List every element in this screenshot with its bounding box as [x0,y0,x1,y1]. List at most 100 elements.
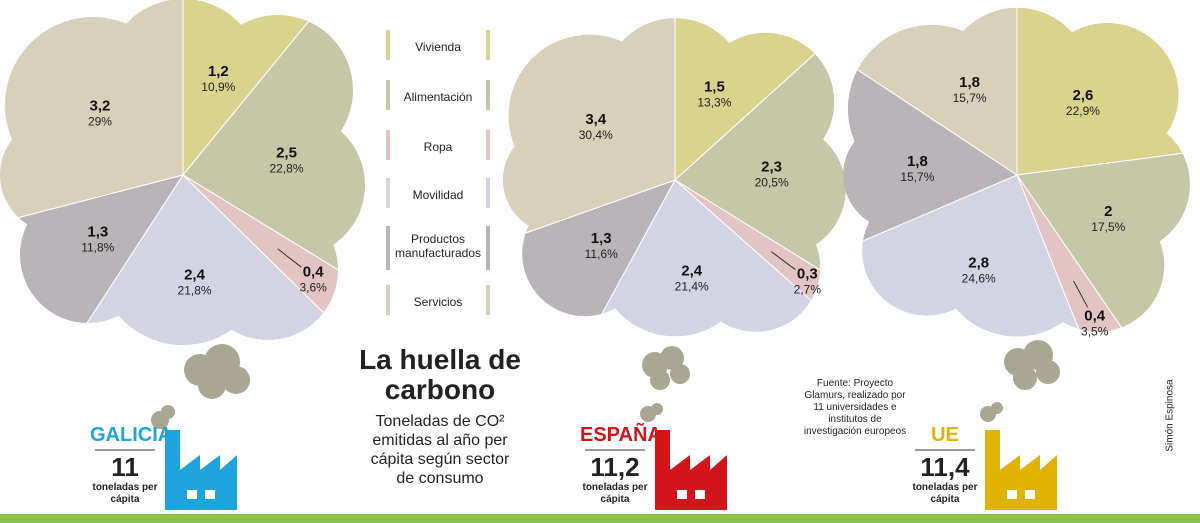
factory-window [1025,490,1035,499]
value-label: 3,2 [90,98,111,115]
factory-window [695,490,705,499]
factory [655,430,727,510]
legend-label: Alimentación [403,90,473,104]
pie [0,0,365,345]
wedge [40,174,365,345]
value-label: 1,3 [87,223,108,240]
share-label: 11,8% [81,240,114,254]
factory-window [1007,490,1017,499]
leader-line [277,248,302,268]
factory-window [187,490,197,499]
legend-swatch [386,130,390,160]
wedge [1016,140,1190,337]
region-name: GALICIA [90,424,173,446]
wedge [843,31,1019,278]
share-label: 13,3% [697,95,731,109]
value-label: 1,8 [959,74,980,91]
value-label: 1,5 [704,78,725,95]
wedge [502,18,676,268]
factory [985,430,1057,510]
legend-swatch [486,226,490,270]
wedge [674,18,846,318]
value-label: 3,4 [585,111,607,128]
total: 11,2 [590,452,640,482]
total: 11,4 [920,452,970,482]
value-label: 2,4 [184,266,206,283]
legend-label: Servicios [413,295,463,309]
share-label: 21,4% [675,280,709,294]
legend-label: Vivienda [415,40,461,54]
wedge [549,179,846,337]
legend-swatch [486,178,490,208]
share-label: 29% [88,115,112,129]
value-label: 2,5 [276,144,297,161]
source: Fuente: Proyecto Glamurs, realizado por … [803,378,907,437]
wedge [182,0,365,312]
legend-swatch [486,30,490,60]
value-label: 0,4 [303,263,325,280]
unit: toneladas per cápita [92,482,158,505]
factory-window [205,490,215,499]
credit: Simón Espinosa [1164,379,1176,452]
legend-swatch [386,80,390,110]
value-label: 2,4 [681,263,703,280]
smoke [151,340,1060,429]
share-label: 21,8% [178,283,212,297]
leader-line [1073,280,1089,308]
legend-label: Movilidad [412,188,464,202]
wedge [502,179,677,337]
title: La huella de carbono [359,344,521,405]
wedge [0,174,185,345]
share-label: 17,5% [1091,220,1125,234]
share-label: 15,7% [953,91,987,105]
wedge [1016,174,1165,337]
legend-swatch [386,178,390,208]
value-label: 2 [1104,203,1112,220]
value-label: 1,3 [591,230,612,247]
legend-label: Ropa [423,140,453,154]
share-label: 11,6% [585,247,618,261]
wedge [674,18,846,182]
share-label: 10,9% [201,80,235,94]
share-label: 20,5% [755,175,789,189]
share-label: 2,7% [794,283,822,297]
share-label: 3,6% [299,280,327,294]
value-label: 2,3 [761,158,782,175]
legend-swatch [386,226,390,270]
value-label: 0,4 [1084,308,1106,325]
share-label: 22,9% [1066,104,1100,118]
wedge [1016,7,1190,176]
share-label: 24,6% [962,271,996,285]
share-label: 22,8% [270,161,304,175]
value-label: 1,2 [208,63,229,80]
legend-swatch [486,130,490,160]
leader-line [770,251,796,270]
share-label: 15,7% [900,170,934,184]
factory [165,430,237,510]
region-name: ESPAÑA [580,424,662,446]
pie [843,7,1190,337]
wedge [182,0,349,177]
ground [0,514,1200,523]
wedge [843,174,1115,337]
share-label: 30,4% [579,128,613,142]
share-label: 3,5% [1081,325,1109,339]
value-label: 2,8 [968,254,989,271]
value-label: 1,8 [907,153,928,170]
legend-swatch [386,30,390,60]
wedge [843,7,1018,176]
wedge [0,0,184,241]
legend-swatch [486,285,490,315]
legend-label: Productos manufacturados [394,232,482,260]
factory-window [677,490,687,499]
region-name: UE [931,424,959,446]
value-label: 2,6 [1073,87,1094,104]
total: 11 [111,452,139,482]
subtitle: Toneladas de CO² emitidas al año per cáp… [370,413,510,487]
value-label: 0,3 [797,266,818,283]
legend-swatch [386,285,390,315]
legend-swatch [486,80,490,110]
unit: toneladas per cápita [582,482,648,505]
